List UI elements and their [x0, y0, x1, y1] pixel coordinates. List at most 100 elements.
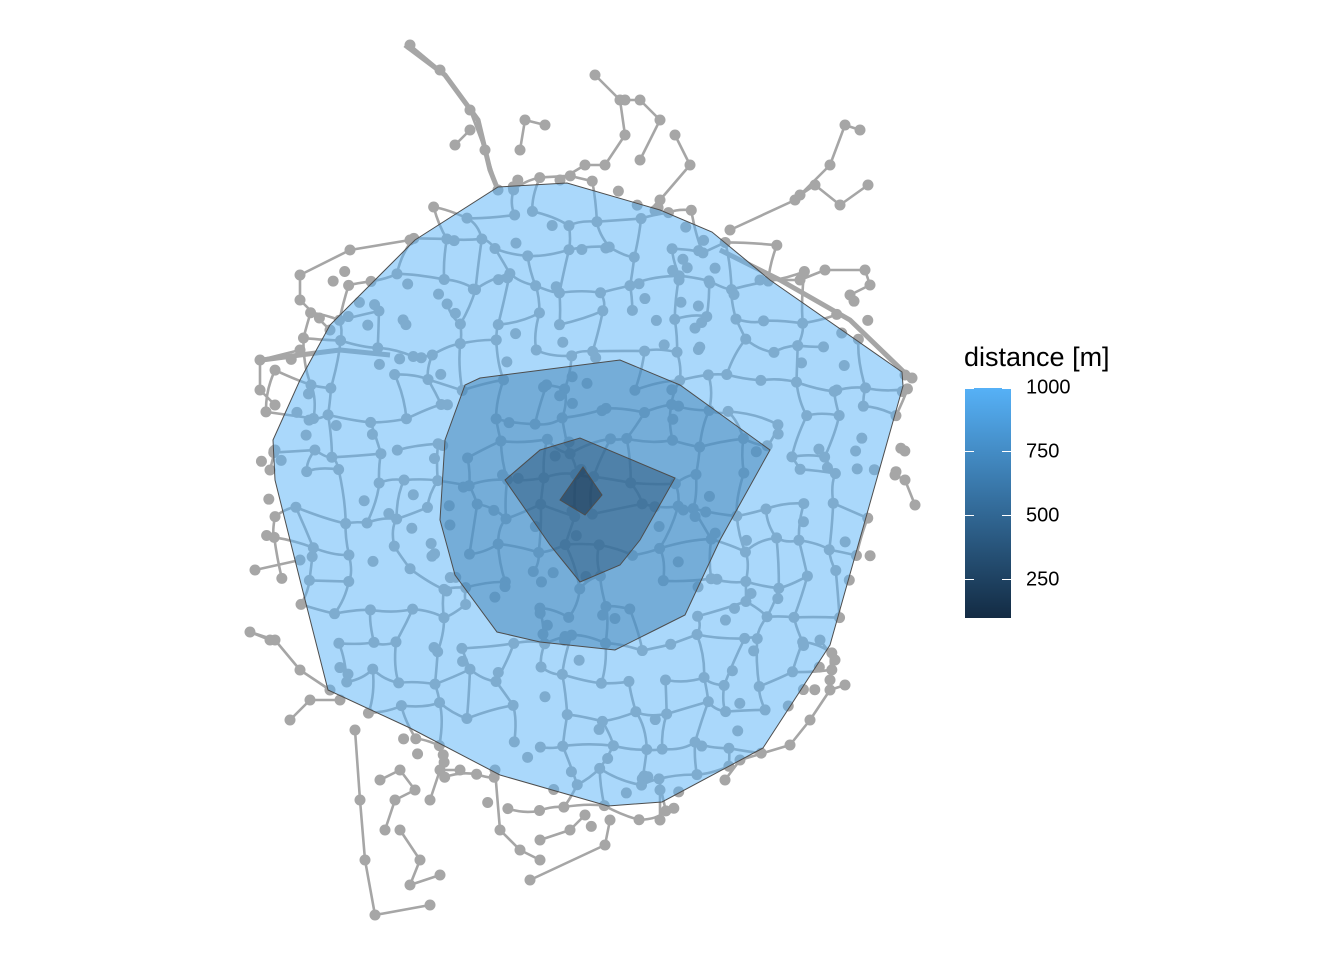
road-node — [344, 244, 356, 256]
road-node — [909, 499, 921, 511]
road-node — [889, 469, 901, 481]
road-node — [494, 824, 506, 836]
road-node — [294, 344, 306, 356]
road-node — [558, 801, 570, 813]
road-node — [534, 172, 546, 184]
road-node — [249, 564, 261, 576]
road-node — [264, 464, 276, 476]
road-node — [254, 354, 266, 366]
road-node — [831, 308, 843, 320]
road-node — [612, 185, 624, 197]
road-node — [359, 854, 371, 866]
road-node — [654, 194, 666, 206]
road-node — [294, 294, 306, 306]
road-edge — [539, 814, 586, 842]
road-node — [264, 634, 276, 646]
road-node — [839, 119, 851, 131]
road-node — [859, 264, 871, 276]
road-node — [434, 64, 446, 76]
road-edge — [493, 769, 541, 862]
road-node — [464, 104, 476, 116]
road-node — [285, 353, 297, 365]
road-node — [599, 839, 611, 851]
road-node — [534, 804, 546, 816]
legend-tick-label: 750 — [1026, 440, 1060, 463]
road-node — [826, 664, 838, 676]
road-node — [669, 129, 681, 141]
road-node — [482, 796, 494, 808]
road-node — [724, 224, 736, 236]
road-node — [804, 714, 816, 726]
road-node — [864, 279, 876, 291]
road-node — [276, 572, 288, 584]
road-node — [844, 289, 856, 301]
road-node — [294, 664, 306, 676]
road-node — [410, 733, 422, 745]
road-edge — [563, 803, 605, 809]
road-node — [685, 204, 697, 216]
road-node — [261, 529, 273, 541]
road-node — [343, 279, 355, 291]
road-node — [654, 814, 666, 826]
road-node — [409, 784, 421, 796]
road-node — [284, 714, 296, 726]
road-node — [819, 264, 831, 276]
road-node — [824, 684, 836, 696]
road-node — [254, 384, 266, 396]
road-node — [684, 159, 696, 171]
road-node — [255, 455, 267, 467]
road-node — [379, 824, 391, 836]
road-node — [512, 174, 524, 186]
road-node — [305, 307, 317, 319]
road-node — [634, 154, 646, 166]
road-node — [434, 764, 446, 776]
road-node — [564, 170, 576, 182]
road-node — [424, 794, 436, 806]
main-road-edge — [403, 43, 501, 191]
isochrone-polygons — [272, 182, 904, 807]
road-node — [428, 201, 440, 213]
road-node — [834, 199, 846, 211]
road-node — [269, 364, 281, 376]
road-node — [809, 684, 821, 696]
road-node — [619, 129, 631, 141]
road-node — [313, 312, 325, 324]
road-edge — [289, 698, 340, 721]
road-node — [862, 314, 874, 326]
road-node — [394, 824, 406, 836]
road-node — [294, 269, 306, 281]
road-node — [514, 144, 526, 156]
road-node — [349, 724, 361, 736]
road-node — [784, 739, 796, 751]
road-node — [398, 733, 410, 745]
road-node — [464, 124, 476, 136]
legend-tick-label: 500 — [1026, 504, 1060, 527]
road-node — [619, 94, 631, 106]
road-node — [579, 809, 591, 821]
road-node — [654, 114, 666, 126]
road-node — [479, 144, 491, 156]
road-node — [895, 442, 907, 454]
road-node — [829, 654, 841, 666]
road-edge — [254, 558, 301, 572]
road-node — [260, 406, 272, 418]
road-node — [519, 114, 531, 126]
legend-tick-label: 250 — [1026, 568, 1060, 591]
road-node — [798, 265, 810, 277]
road-node — [585, 820, 597, 832]
road-node — [599, 159, 611, 171]
road-node — [389, 794, 401, 806]
road-node — [454, 764, 466, 776]
road-node — [719, 774, 731, 786]
road-node — [794, 189, 806, 201]
road-node — [327, 275, 339, 287]
road-node — [864, 550, 876, 562]
road-node — [906, 372, 918, 384]
road-node — [502, 803, 514, 815]
road-node — [534, 834, 546, 846]
road-node — [862, 179, 874, 191]
road-edge — [258, 348, 301, 406]
isochrone-400m — [504, 437, 676, 583]
road-node — [524, 874, 536, 886]
